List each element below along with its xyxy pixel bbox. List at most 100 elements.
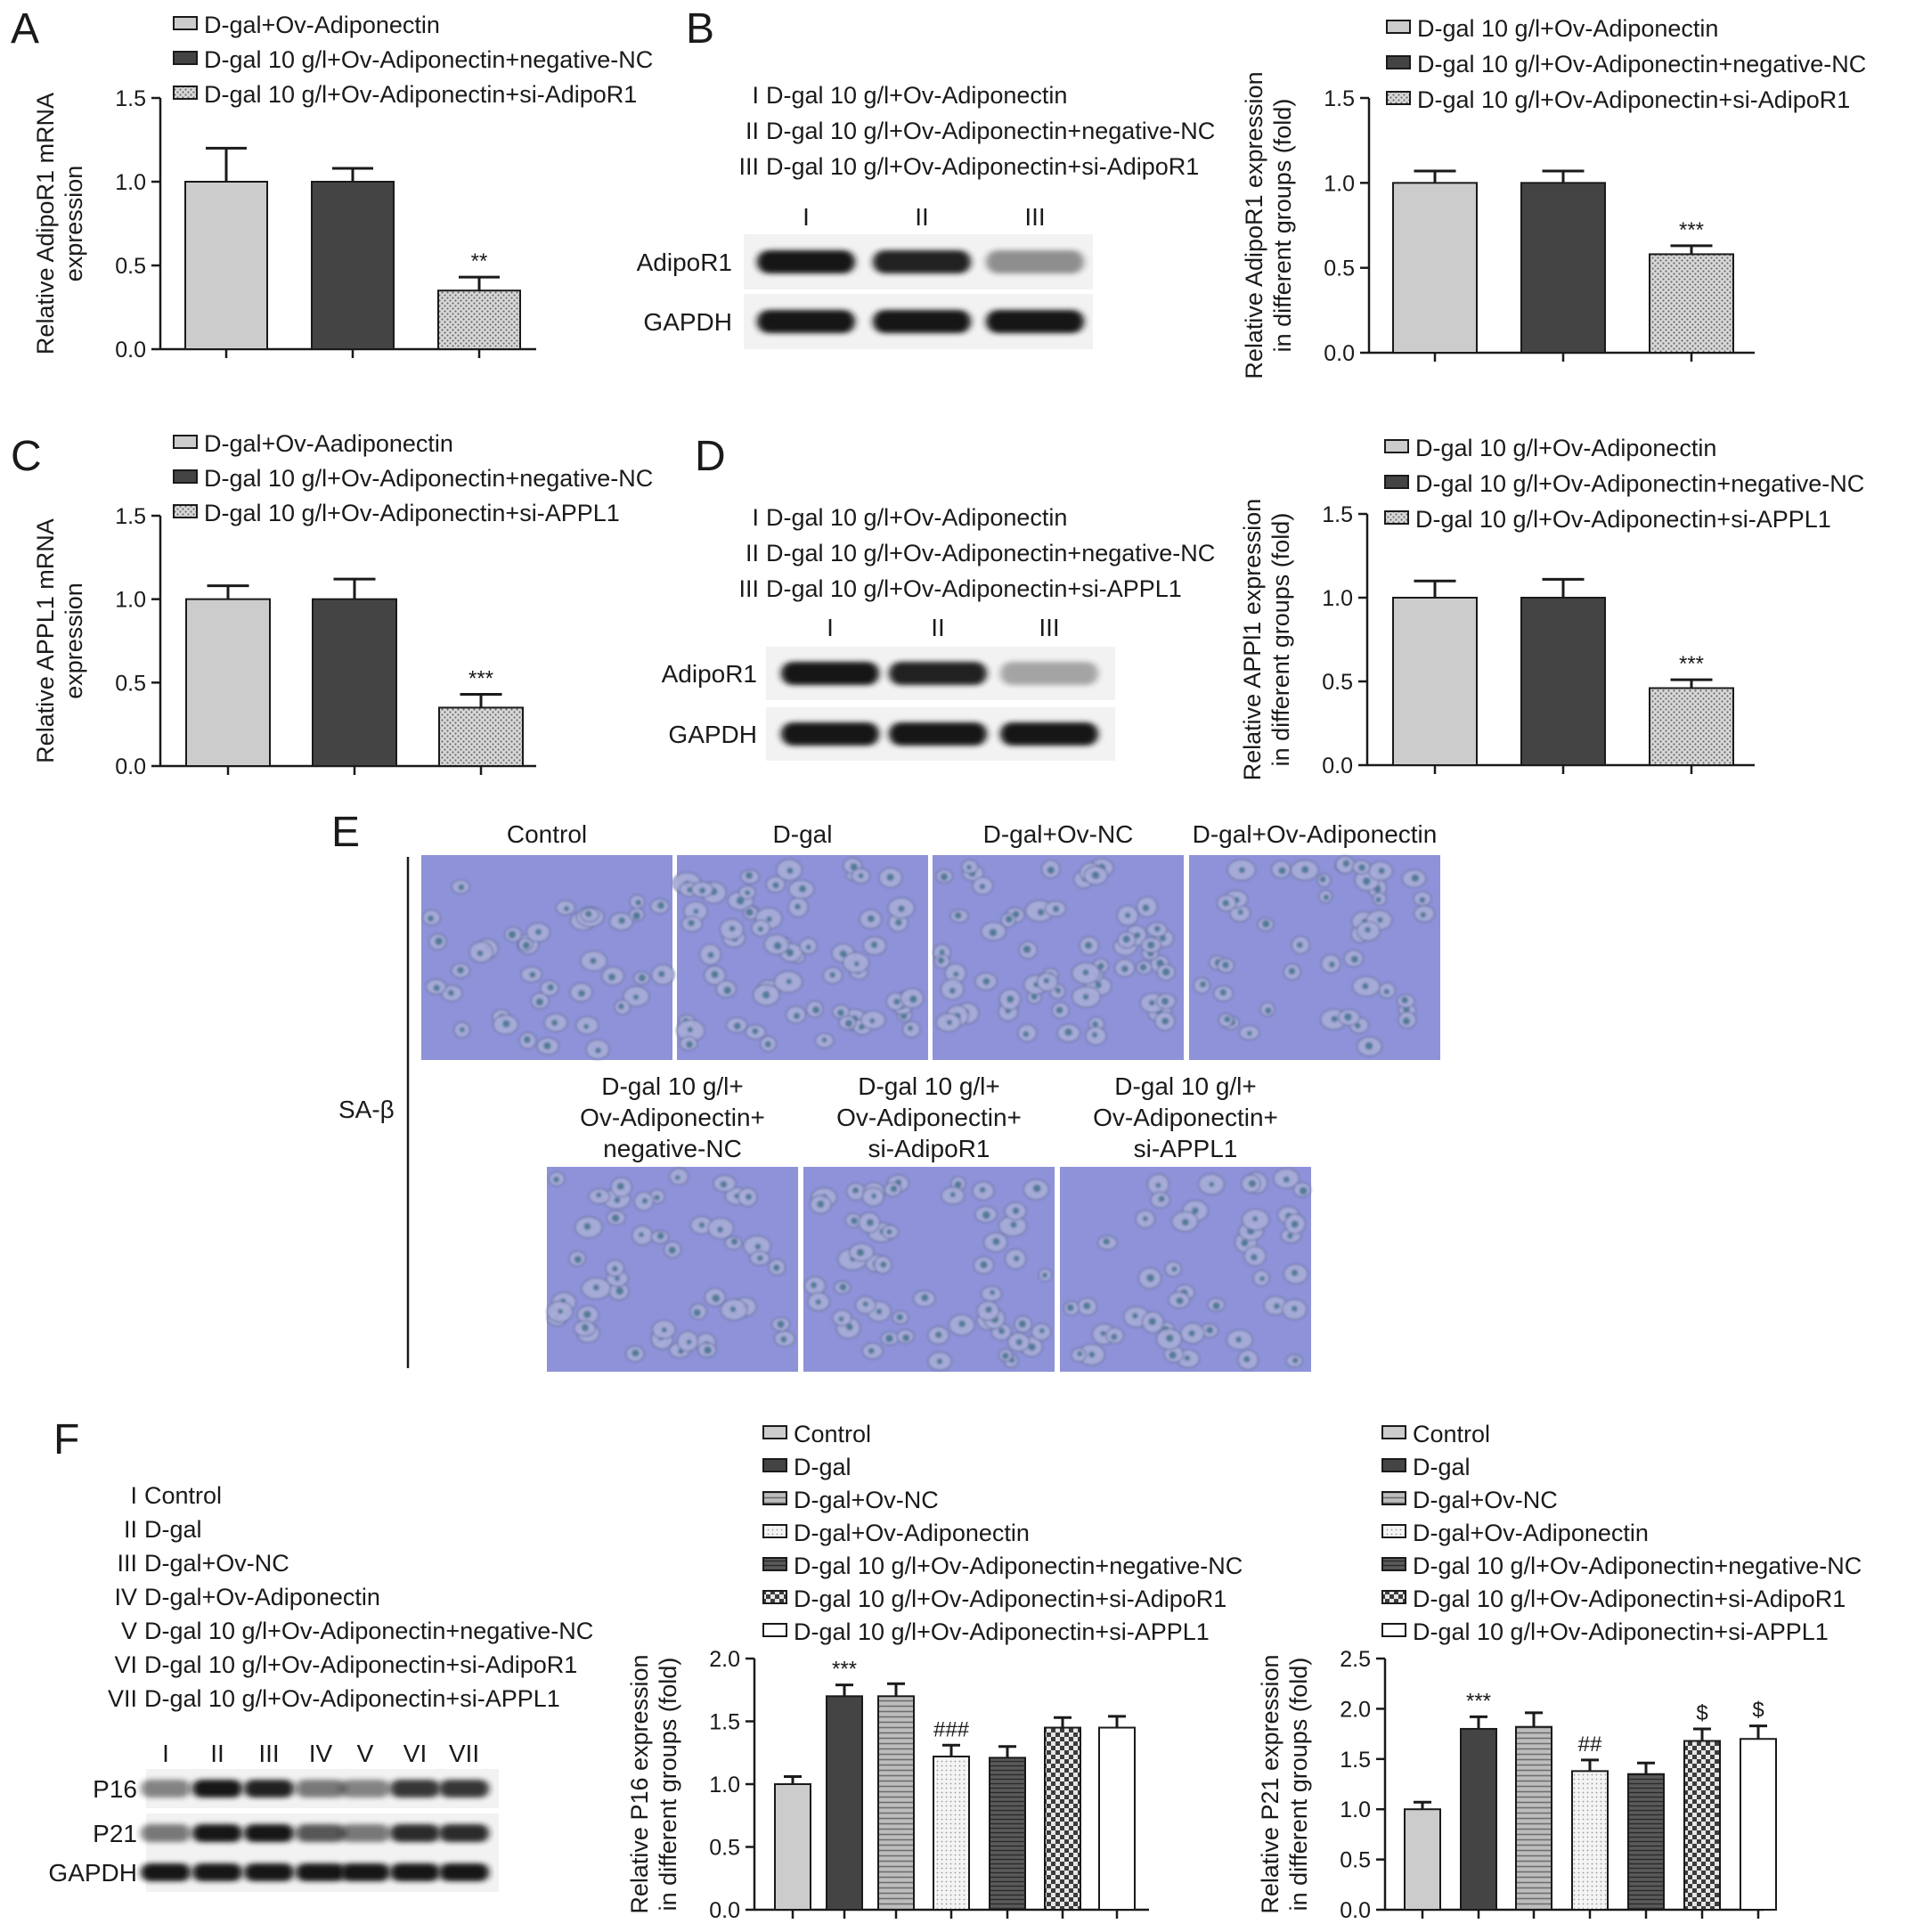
roman-numeral: VII xyxy=(108,1685,137,1712)
micrograph-caption: D-gal 10 g/l+ xyxy=(1114,1072,1257,1100)
legend-swatch xyxy=(173,435,198,449)
legend-swatch xyxy=(762,1557,787,1571)
legend-label: D-gal+Ov-Adiponectin xyxy=(1413,1520,1649,1546)
blot-row-label: GAPDH xyxy=(668,721,757,748)
panel-d-group-legend: I D-gal 10 g/l+Ov-Adiponectin II D-gal 10 g… xyxy=(738,504,1215,602)
legend-label: D-gal xyxy=(1413,1454,1471,1480)
bar xyxy=(312,598,397,768)
y-tick-label: 0.5 xyxy=(1324,257,1355,281)
blot-band xyxy=(340,1780,390,1797)
blot-band xyxy=(244,1863,294,1881)
micrograph-image xyxy=(672,855,928,1060)
y-axis-label: in different groups (fold) xyxy=(1285,1658,1312,1912)
roman-legend-label: D-gal 10 g/l+Ov-Adiponectin+si-APPL1 xyxy=(766,575,1182,602)
significance-mark: *** xyxy=(1679,218,1704,242)
y-tick-label: 0.5 xyxy=(709,1836,740,1861)
blot-band xyxy=(390,1863,440,1881)
blot-row-label: AdipoR1 xyxy=(637,249,732,276)
y-tick-label: 1.0 xyxy=(115,588,146,613)
lane-label: III xyxy=(1024,203,1045,231)
blot-row-label: P16 xyxy=(93,1775,137,1803)
blot-band xyxy=(781,662,879,685)
legend-label: D-gal 10 g/l+Ov-Adiponectin+negative-NC xyxy=(204,46,653,73)
y-axis-label: expression xyxy=(61,583,87,699)
significance-mark: ## xyxy=(1578,1732,1602,1757)
bar xyxy=(1571,1770,1609,1912)
roman-numeral: II xyxy=(746,540,759,567)
lane-label: II xyxy=(210,1740,224,1767)
bar xyxy=(1392,182,1478,354)
y-tick-label: 0.0 xyxy=(115,754,146,779)
panel-letter-f: F xyxy=(53,1416,79,1463)
roman-numeral: I xyxy=(752,82,759,109)
significance-mark: *** xyxy=(1466,1689,1491,1713)
legend-label: D-gal+Ov-Adiponectin xyxy=(794,1520,1030,1546)
chart-d-appl1-protein: D-gal 10 g/l+Ov-Adiponectin D-gal 10 g/l+… xyxy=(1239,435,1864,780)
roman-numeral: III xyxy=(738,153,759,180)
y-tick-label: 0.5 xyxy=(115,254,146,279)
blot-band xyxy=(141,1780,191,1797)
legend-swatch xyxy=(762,1524,787,1538)
y-axis-label: expression xyxy=(61,166,87,282)
blot-row-label: GAPDH xyxy=(643,308,732,336)
legend-swatch xyxy=(762,1425,787,1439)
bar xyxy=(989,1757,1026,1912)
bar xyxy=(826,1695,863,1912)
y-tick-label: 2.5 xyxy=(1340,1647,1371,1672)
blot-band xyxy=(192,1780,242,1797)
sa-beta-label: SA-β xyxy=(338,1096,395,1123)
y-tick-label: 0.0 xyxy=(1340,1898,1371,1923)
blot-band xyxy=(141,1824,191,1842)
y-tick-label: 0.0 xyxy=(115,338,146,363)
blot-band xyxy=(192,1824,242,1842)
y-tick-label: 1.5 xyxy=(115,86,146,111)
significance-mark: $ xyxy=(1752,1699,1764,1723)
roman-legend-label: D-gal 10 g/l+Ov-Adiponectin+negative-NC xyxy=(766,540,1215,567)
lane-label: VI xyxy=(403,1740,427,1767)
micrograph-caption: si-APPL1 xyxy=(1134,1135,1238,1162)
blot-band xyxy=(439,1824,489,1842)
bar xyxy=(311,181,395,350)
lane-label: II xyxy=(915,203,929,231)
bar xyxy=(1460,1727,1497,1911)
legend-swatch xyxy=(173,86,198,100)
panel-letter-e: E xyxy=(331,809,360,856)
blot-row-label: GAPDH xyxy=(48,1859,137,1887)
micrograph-image xyxy=(803,1167,1055,1372)
roman-legend-label: D-gal 10 g/l+Ov-Adiponectin+negative-NC xyxy=(766,118,1215,144)
legend-label: D-gal 10 g/l+Ov-Adiponectin+si-AdipoR1 xyxy=(204,81,637,108)
bar xyxy=(1392,597,1478,766)
y-axis-label: Relative AdipoR1 expression xyxy=(1241,71,1267,379)
legend-swatch xyxy=(1384,510,1409,525)
significance-mark: *** xyxy=(832,1658,857,1682)
micrograph-caption: Ov-Adiponectin+ xyxy=(836,1104,1022,1131)
legend-label: D-gal xyxy=(794,1454,852,1480)
legend-label: D-gal 10 g/l+Ov-Adiponectin+negative-NC xyxy=(794,1553,1243,1579)
legend-swatch xyxy=(762,1623,787,1637)
blot-band xyxy=(889,722,987,746)
micrograph-caption: D-gal+Ov-NC xyxy=(983,820,1134,848)
blot-band xyxy=(986,250,1084,273)
blot-row-label: AdipoR1 xyxy=(662,660,757,688)
y-tick-label: 1.0 xyxy=(709,1773,740,1797)
blot-band xyxy=(340,1824,390,1842)
micrograph-caption: Ov-Adiponectin+ xyxy=(580,1104,765,1131)
y-axis-label: in different groups (fold) xyxy=(1267,513,1294,767)
blot-band xyxy=(296,1863,346,1881)
bar xyxy=(1520,597,1606,766)
blot-band xyxy=(340,1863,390,1881)
y-axis-label: in different groups (fold) xyxy=(1269,99,1296,353)
y-axis-label: Relative P21 expression xyxy=(1257,1654,1283,1913)
legend-label: D-gal 10 g/l+Ov-Adiponectin+si-APPL1 xyxy=(204,500,620,526)
bar xyxy=(1740,1738,1777,1911)
legend-label: D-gal 10 g/l+Ov-Adiponectin+negative-NC xyxy=(1415,470,1864,497)
y-tick-label: 0.0 xyxy=(709,1898,740,1923)
legend-swatch xyxy=(173,469,198,484)
legend-label: Control xyxy=(794,1421,871,1447)
legend-label: D-gal+Ov-NC xyxy=(1413,1487,1558,1513)
legend-label: D-gal 10 g/l+Ov-Adiponectin+si-AdipoR1 xyxy=(1417,86,1850,113)
roman-legend-label: D-gal 10 g/l+Ov-Adiponectin+negative-NC xyxy=(144,1618,593,1644)
legend-swatch xyxy=(1381,1557,1406,1571)
legend-label: D-gal 10 g/l+Ov-Adiponectin xyxy=(1417,15,1718,42)
